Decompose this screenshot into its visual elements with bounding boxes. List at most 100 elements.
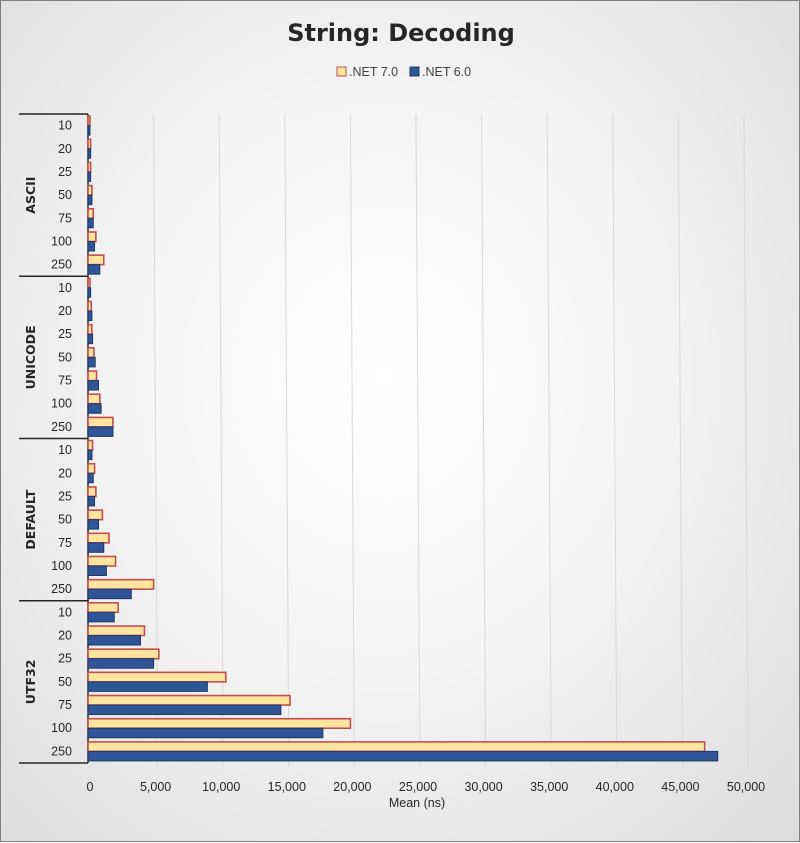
x-tick-label: 50,000 bbox=[727, 780, 765, 794]
bar-net7 bbox=[87, 625, 146, 637]
x-tick-label: 0 bbox=[87, 780, 94, 794]
bar-net7 bbox=[87, 323, 93, 335]
category-label: 100 bbox=[51, 397, 72, 411]
x-tick-label: 10,000 bbox=[202, 780, 240, 794]
x-tick-label: 40,000 bbox=[596, 780, 634, 794]
category-label: 20 bbox=[58, 629, 72, 643]
group-label-ascii: ASCII bbox=[23, 177, 38, 214]
bar-net6 bbox=[87, 217, 94, 229]
bar-net6 bbox=[87, 495, 96, 507]
category-label: 50 bbox=[58, 188, 72, 202]
gridline bbox=[677, 113, 683, 768]
bar-net6 bbox=[87, 565, 107, 576]
bar-net7 bbox=[87, 208, 95, 220]
x-tick-label: 5,000 bbox=[140, 780, 171, 794]
bar-net6 bbox=[87, 171, 92, 182]
bar-net6 bbox=[87, 240, 96, 252]
bar-net7 bbox=[87, 648, 160, 660]
bar-net6 bbox=[87, 449, 93, 461]
bar-net6 bbox=[87, 310, 93, 322]
bar-net6 bbox=[87, 588, 132, 600]
category-label: 75 bbox=[58, 698, 72, 712]
bar-net7 bbox=[87, 602, 119, 614]
bar-net6 bbox=[87, 750, 719, 762]
bar-net6 bbox=[87, 403, 102, 414]
bar-net7 bbox=[87, 393, 101, 405]
legend-swatch-net7 bbox=[336, 66, 347, 77]
bar-net6 bbox=[87, 333, 94, 345]
category-label: 25 bbox=[58, 327, 72, 341]
bar-net6 bbox=[87, 287, 92, 298]
bar-net6 bbox=[87, 194, 93, 206]
bar-net7 bbox=[87, 532, 110, 544]
category-label: 25 bbox=[58, 489, 72, 503]
bar-net7 bbox=[87, 439, 94, 451]
chart-title: String: Decoding bbox=[287, 19, 515, 47]
category-label: 250 bbox=[51, 744, 72, 758]
gridline bbox=[612, 113, 618, 768]
bar-net6 bbox=[87, 125, 91, 136]
category-label: 75 bbox=[58, 211, 72, 225]
bar-net7 bbox=[87, 138, 92, 150]
x-tick-label: 20,000 bbox=[333, 780, 371, 794]
bar-net6 bbox=[87, 611, 115, 623]
bar-net6 bbox=[87, 264, 101, 275]
bar-net6 bbox=[87, 356, 96, 368]
bar-net6 bbox=[87, 658, 155, 669]
category-label: 25 bbox=[58, 165, 72, 179]
bar-net7 bbox=[87, 115, 91, 127]
bar-net6 bbox=[87, 148, 92, 159]
category-label: 250 bbox=[51, 420, 72, 434]
bar-net7 bbox=[87, 347, 95, 359]
gridline bbox=[153, 113, 159, 768]
bar-net7 bbox=[87, 509, 104, 521]
bar-net7 bbox=[87, 231, 97, 243]
bar-net6 bbox=[87, 542, 105, 553]
bar-net6 bbox=[87, 472, 94, 484]
category-label: 50 bbox=[58, 350, 72, 364]
bar-net7 bbox=[87, 741, 706, 753]
group-label-default: DEFAULT bbox=[23, 489, 38, 549]
x-tick-label: 30,000 bbox=[464, 780, 502, 794]
category-label: 20 bbox=[58, 142, 72, 156]
category-label: 100 bbox=[51, 559, 72, 573]
x-tick-label: 45,000 bbox=[661, 780, 699, 794]
gridline bbox=[349, 113, 355, 768]
bar-net7 bbox=[87, 555, 117, 567]
legend-label-net6: .NET 6.0 bbox=[422, 65, 471, 79]
bar-net7 bbox=[87, 416, 114, 428]
category-label: 100 bbox=[51, 234, 72, 248]
bar-net7 bbox=[87, 671, 227, 683]
x-axis-title: Mean (ns) bbox=[389, 796, 445, 810]
bar-net7 bbox=[87, 694, 291, 706]
category-label: 10 bbox=[58, 443, 72, 457]
category-label: 75 bbox=[58, 536, 72, 550]
bar-net6 bbox=[87, 681, 208, 692]
bar-net7 bbox=[87, 161, 92, 173]
category-label: 25 bbox=[58, 652, 72, 666]
bar-net7 bbox=[87, 370, 98, 382]
group-label-utf32: UTF32 bbox=[23, 660, 38, 705]
category-label: 10 bbox=[58, 605, 72, 619]
bar-net7 bbox=[87, 578, 155, 590]
legend-swatch-net6 bbox=[409, 66, 420, 77]
category-label: 100 bbox=[51, 721, 72, 735]
x-tick-label: 25,000 bbox=[399, 780, 437, 794]
bar-net7 bbox=[87, 254, 105, 266]
category-label: 250 bbox=[51, 582, 72, 596]
bar-net6 bbox=[87, 426, 114, 437]
gridline bbox=[546, 113, 552, 768]
category-label: 250 bbox=[51, 258, 72, 272]
bar-net7 bbox=[87, 462, 96, 475]
legend: .NET 7.0 .NET 6.0 bbox=[336, 65, 471, 79]
bar-net6 bbox=[87, 519, 99, 530]
x-tick-label: 15,000 bbox=[268, 780, 306, 794]
category-label: 50 bbox=[58, 675, 72, 689]
bar-net6 bbox=[87, 704, 282, 716]
gridline bbox=[218, 113, 224, 768]
bar-net6 bbox=[87, 635, 141, 646]
category-axis: ASCII 10 20 25 50 75 100 250 UNICODE 10 20 25 50 75 10… bbox=[19, 113, 89, 764]
bars bbox=[87, 115, 719, 762]
